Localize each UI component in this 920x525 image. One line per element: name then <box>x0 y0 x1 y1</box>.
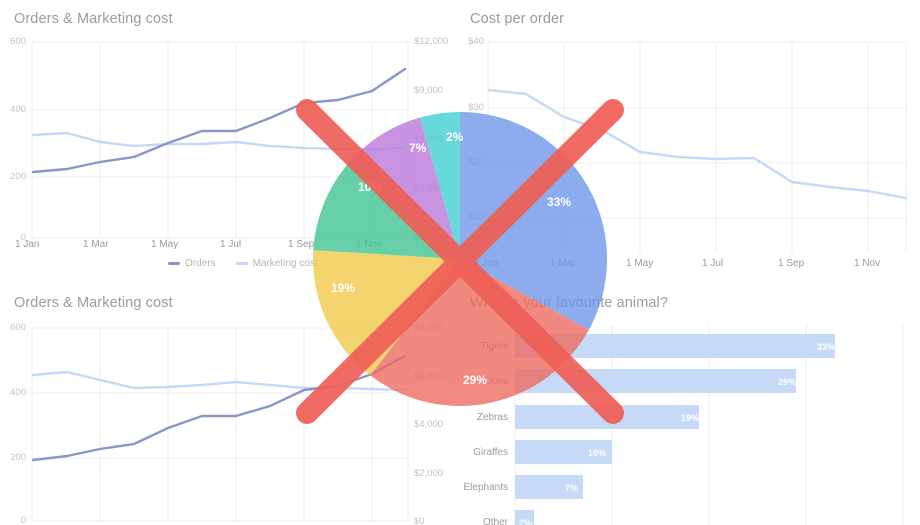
y-tick-left-top-600: 600 <box>10 36 26 47</box>
panel-favourite-animal: What is your favourite animal? Tigers Li… <box>460 284 920 525</box>
series-line-orders-bottom <box>31 354 407 462</box>
bar-label-other: Other <box>482 517 508 525</box>
bar-value-tigers: 33% <box>817 342 836 352</box>
x-tick-top-1mar: 1 Mar <box>83 239 109 250</box>
bar-value-giraffes: 10% <box>588 448 607 458</box>
bar-lions <box>515 369 796 393</box>
y-tick-right-bottom-8000: $8,000 <box>414 322 444 333</box>
y-tick-right-top-3000: $3,000 <box>414 183 444 194</box>
x-tick-cpo-1may: 1 May <box>626 258 654 269</box>
series-line-marketing-cost-top <box>31 131 407 151</box>
bar-label-tigers: Tigers <box>480 341 508 352</box>
panel-title-cost-per-order: Cost per order <box>470 11 565 27</box>
bar-label-giraffes: Giraffes <box>473 447 508 458</box>
y-tick-cpo-20: $20 <box>468 157 484 168</box>
series-line-orders-top <box>31 67 407 174</box>
chart-favourite-animal <box>514 324 904 525</box>
legend-item-orders[interactable]: Orders <box>168 258 216 269</box>
bar-giraffes <box>515 440 612 464</box>
x-tick-top-1sep: 1 Sep <box>288 239 315 250</box>
x-tick-cpo-1jan: 1 Jan <box>474 258 499 269</box>
legend-item-marketing-cost[interactable]: Marketing cost <box>235 258 318 269</box>
bar-zebras <box>515 405 699 429</box>
y-tick-right-bottom-2000: $2,000 <box>414 468 444 479</box>
legend-swatch-orders <box>168 262 180 265</box>
y-tick-left-bottom-400: 400 <box>10 387 26 398</box>
x-tick-top-1jan: 1 Jan <box>15 239 40 250</box>
chart-orders-marketing-bottom <box>31 327 409 522</box>
bars-favourite-animal <box>515 334 835 525</box>
panel-orders-marketing-top: Orders & Marketing cost 600 <box>0 0 460 280</box>
gridlines-bottom-left <box>31 327 409 522</box>
panel-orders-marketing-bottom: Orders & Marketing cost 600 400 200 0 $8 <box>0 284 460 525</box>
bar-label-elephants: Elephants <box>463 482 508 493</box>
y-tick-right-bottom-0: $0 <box>414 516 425 525</box>
bar-value-other: 2% <box>519 518 533 525</box>
x-tick-cpo-1jul: 1 Jul <box>702 258 724 269</box>
y-tick-cpo-40: $40 <box>468 36 484 47</box>
y-tick-left-top-400: 400 <box>10 104 26 115</box>
y-tick-right-top-9000: $9,000 <box>414 85 444 96</box>
y-tick-left-top-0: 0 <box>20 232 26 243</box>
legend-swatch-marketing-cost <box>235 262 248 265</box>
y-tick-left-bottom-200: 200 <box>10 452 26 463</box>
legend-label-orders: Orders <box>185 258 216 269</box>
y-tick-cpo-30: $30 <box>468 102 484 113</box>
bar-label-lions: Lions <box>484 376 508 387</box>
legend-label-marketing-cost: Marketing cost <box>252 258 318 269</box>
panel-title-orders-marketing-top: Orders & Marketing cost <box>14 11 173 27</box>
bar-other <box>515 510 534 525</box>
y-tick-right-bottom-4000: $4,000 <box>414 419 444 430</box>
bar-value-lions: 29% <box>778 377 797 387</box>
y-tick-cpo-10: $10 <box>468 212 484 223</box>
series-line-cost-per-order <box>487 88 908 200</box>
y-tick-right-bottom-6000: $6,000 <box>414 371 444 382</box>
y-tick-left-bottom-600: 600 <box>10 322 26 333</box>
y-tick-right-top-12000: $12,000 <box>414 36 449 47</box>
x-tick-top-1may: 1 May <box>151 239 179 250</box>
bar-tigers <box>515 334 835 358</box>
chart-orders-marketing-top <box>31 41 409 239</box>
legend-orders-marketing-top: Orders Marketing cost <box>168 258 332 269</box>
bar-value-zebras: 19% <box>681 413 700 423</box>
x-tick-top-1nov: 1 Nov <box>356 239 383 250</box>
panel-title-orders-marketing-bottom: Orders & Marketing cost <box>14 295 173 311</box>
gridlines-top-right <box>487 41 907 252</box>
panel-cost-per-order: Cost per order $40 $30 $20 $10 1 Jan 1 M… <box>460 0 920 280</box>
x-tick-cpo-1sep: 1 Sep <box>778 258 805 269</box>
x-tick-cpo-1mar: 1 Mar <box>550 258 576 269</box>
bar-label-zebras: Zebras <box>476 412 508 423</box>
y-tick-left-top-200: 200 <box>10 171 26 182</box>
y-tick-right-top-6000: $6,000 <box>414 134 444 145</box>
x-tick-cpo-1nov: 1 Nov <box>854 258 881 269</box>
x-tick-top-1jul: 1 Jul <box>220 239 242 250</box>
chart-cost-per-order <box>487 41 908 252</box>
bar-elephants <box>515 475 583 499</box>
y-tick-right-top-0: $0 <box>414 232 425 243</box>
bar-value-elephants: 7% <box>565 483 579 493</box>
y-tick-left-bottom-0: 0 <box>20 515 26 525</box>
